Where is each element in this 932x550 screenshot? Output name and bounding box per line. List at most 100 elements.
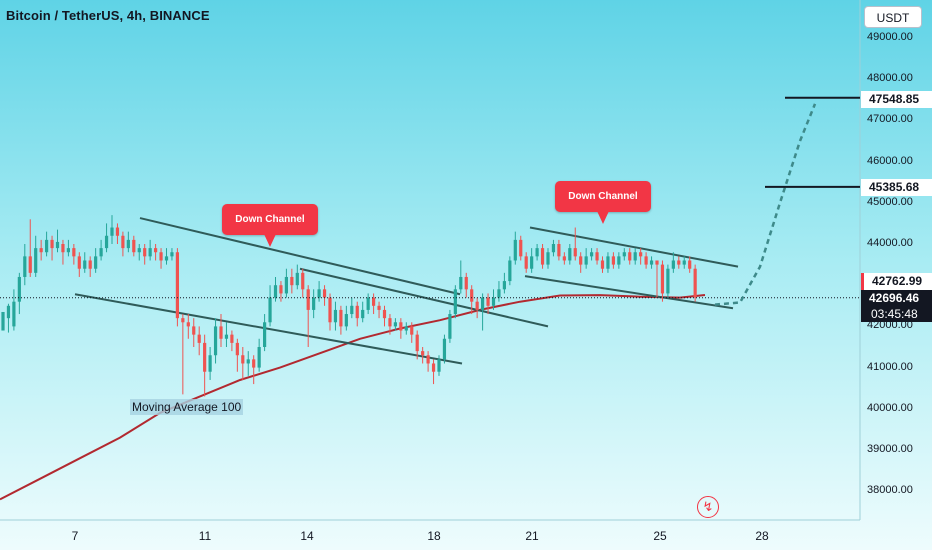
candle-body — [132, 239, 136, 253]
candle-body — [475, 301, 479, 310]
candle-body — [410, 326, 414, 335]
candle-body — [273, 285, 278, 298]
candle-body — [328, 297, 332, 323]
candle-body — [126, 239, 130, 249]
y-tick-label: 39000.00 — [867, 443, 913, 455]
candle-body — [502, 281, 506, 290]
candle-body — [628, 252, 632, 261]
candle-body — [497, 289, 501, 298]
candle-body — [393, 322, 397, 327]
candle-body — [677, 260, 681, 265]
candle-body — [23, 256, 27, 277]
candle-body — [45, 239, 49, 253]
callout-pointer-1 — [264, 234, 276, 247]
candle-body — [568, 248, 572, 261]
candle-body — [622, 252, 626, 257]
candle-body — [590, 252, 594, 257]
candle-body — [519, 239, 523, 257]
candle-body — [94, 256, 98, 269]
candle-body — [241, 355, 245, 364]
candle-body — [546, 252, 550, 265]
candle-body — [290, 276, 294, 286]
candle-body — [513, 239, 517, 261]
x-tick-label: 28 — [755, 529, 769, 543]
channel-2-upper-line — [529, 226, 739, 268]
candle-body — [279, 285, 283, 294]
flash-icon[interactable]: ↯ — [697, 496, 719, 518]
candle-body — [34, 248, 38, 273]
candle-body — [415, 334, 419, 352]
target-high-price-tag: 47548.85 — [861, 91, 932, 108]
down-channel-callout-1: Down Channel — [222, 204, 318, 247]
candle-body — [524, 256, 528, 269]
candle-body — [551, 244, 556, 253]
candle-body — [557, 244, 561, 257]
candle-body — [350, 305, 354, 315]
candle-body — [377, 305, 381, 310]
candle-body — [404, 326, 408, 331]
candle-body — [213, 326, 218, 356]
candle-body — [344, 314, 348, 327]
y-tick-label: 48000.00 — [867, 72, 913, 85]
candle-body — [633, 252, 637, 261]
candle-body — [481, 297, 485, 310]
callout-text-2: Down Channel — [568, 191, 638, 202]
candle-body — [1, 311, 5, 331]
candle-body — [110, 227, 114, 236]
candle-body — [268, 297, 272, 323]
candle-body — [366, 297, 370, 310]
candle-body — [55, 241, 60, 249]
channel-1-upper-line — [139, 217, 461, 296]
candle-body — [235, 342, 239, 356]
candle-body — [186, 322, 190, 327]
x-tick-label: 21 — [525, 529, 539, 543]
candle-body — [573, 248, 577, 257]
bar-countdown: 03:45:48 — [861, 306, 932, 322]
candle-body — [306, 289, 310, 310]
candle-body — [562, 256, 566, 261]
candle-body — [470, 289, 474, 302]
candle-body — [72, 248, 76, 257]
candle-body — [159, 252, 163, 261]
ma-price-tag: 42762.99 — [861, 273, 932, 290]
candle-body — [154, 248, 158, 253]
candle-body — [170, 252, 174, 257]
candle-body — [77, 256, 81, 269]
candle-body — [252, 359, 256, 368]
candle-body — [219, 326, 223, 339]
candle-body — [355, 305, 359, 319]
candle-body — [671, 260, 675, 269]
candle-body — [372, 297, 376, 306]
channel-1-lower-line — [74, 293, 463, 365]
candle-body — [61, 244, 65, 253]
candle-body — [486, 297, 490, 306]
candle-body — [530, 256, 534, 269]
symbol-title: Bitcoin / TetherUS, 4h, BINANCE — [6, 8, 210, 23]
candle-body — [28, 256, 32, 273]
y-tick-label: 44000.00 — [867, 237, 913, 249]
candle-body — [644, 256, 648, 265]
last-price-tag: 42696.46 — [861, 290, 932, 307]
candle-body — [203, 342, 207, 372]
callout-pointer-2 — [597, 211, 609, 224]
candle-body — [208, 355, 212, 372]
currency-button[interactable]: USDT — [864, 6, 922, 28]
candle-body — [197, 334, 201, 343]
candle-body — [688, 260, 692, 269]
x-tick-label: 25 — [653, 529, 667, 543]
candle-body — [88, 260, 92, 269]
candle-body — [448, 314, 452, 339]
candle-body — [301, 272, 305, 290]
x-tick-label: 7 — [71, 529, 79, 543]
candle-body — [181, 318, 185, 323]
candle-body — [639, 252, 643, 257]
candle-body — [508, 260, 512, 282]
candle-body — [322, 289, 327, 298]
candle-body — [459, 276, 463, 290]
down-channel-callout-2: Down Channel — [555, 181, 651, 224]
candle-body — [317, 289, 321, 298]
candle-body — [361, 309, 365, 319]
candle-body — [104, 235, 109, 249]
